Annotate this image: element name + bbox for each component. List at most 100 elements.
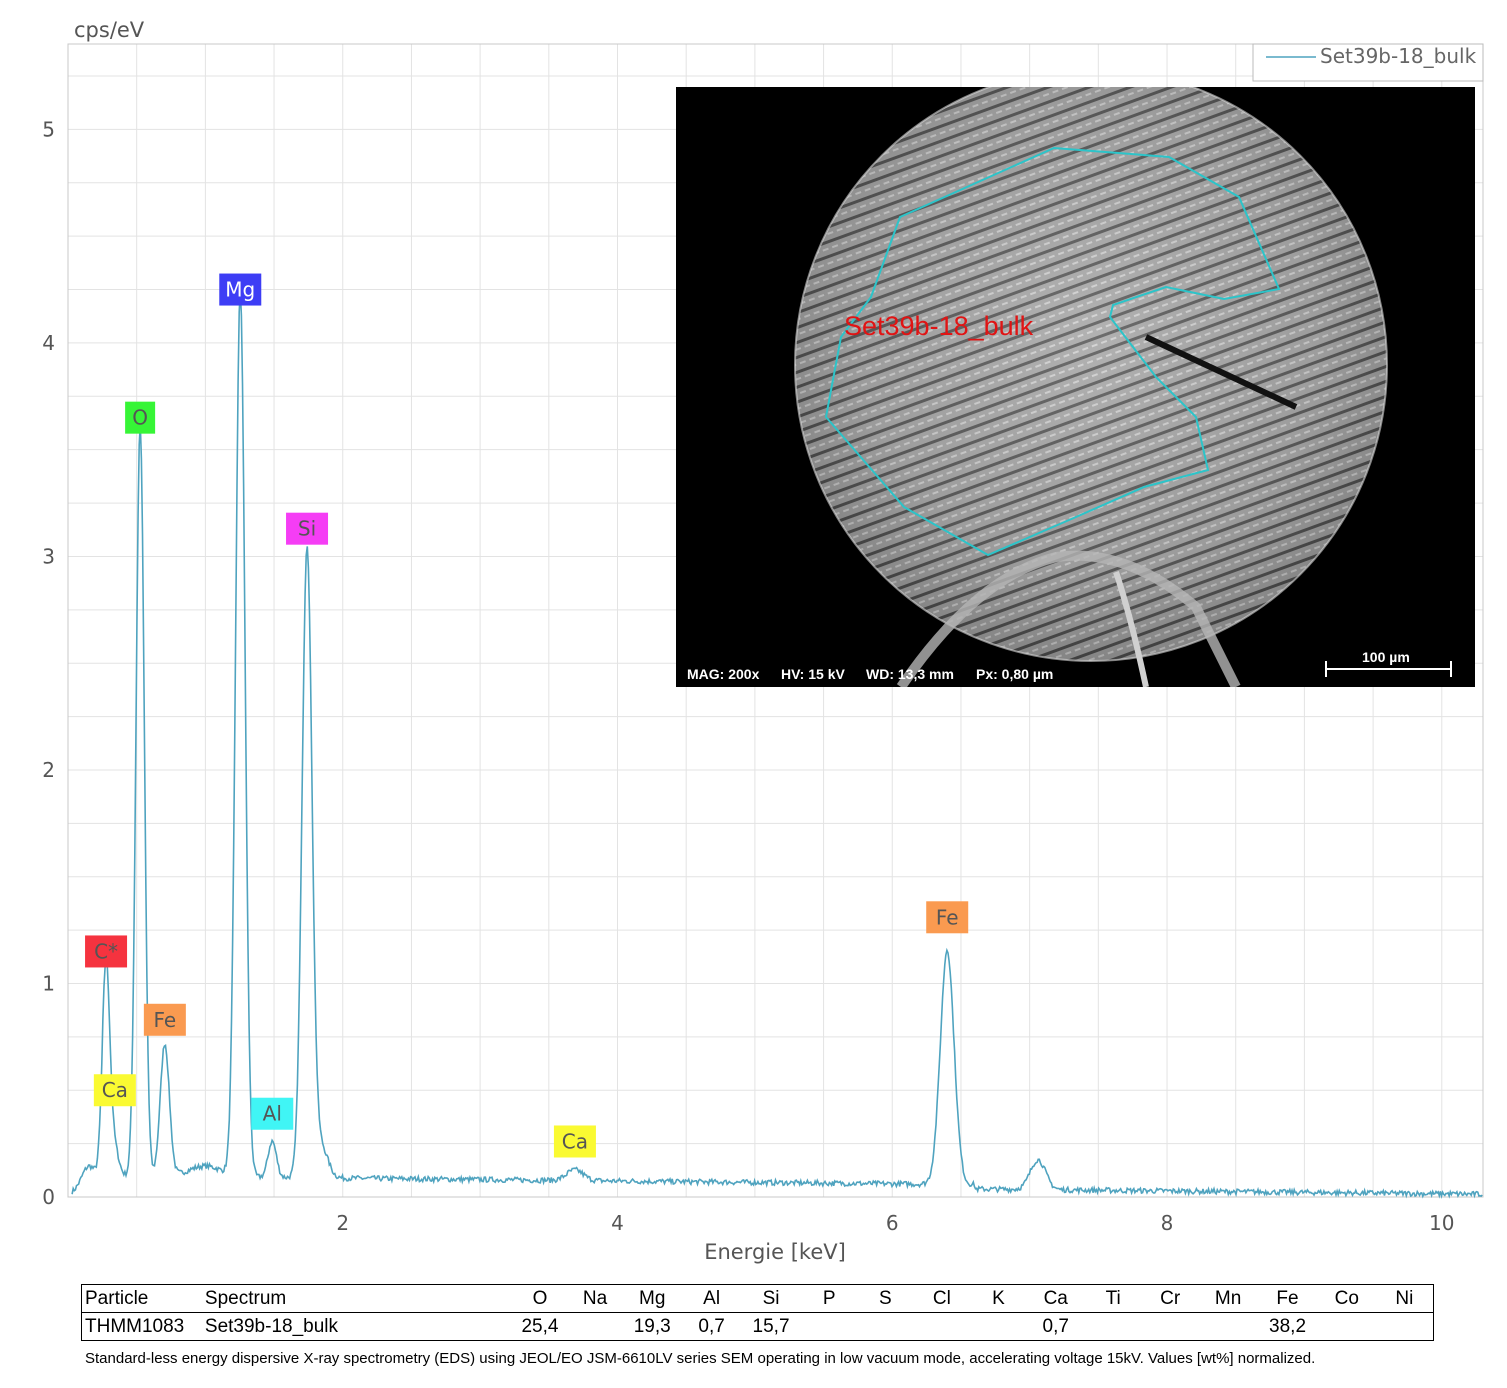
col-header-ni: Ni	[1395, 1287, 1414, 1309]
peak-label-text: Fe	[936, 905, 959, 929]
cell-cr	[1141, 1313, 1198, 1341]
y-tick-label: 3	[42, 544, 55, 568]
peak-label-box	[219, 273, 262, 306]
sem-info-bar: MAG: 200x HV: 15 kV WD: 13,3 mm Px: 0,80…	[676, 649, 1475, 687]
peak-label-box	[125, 401, 156, 434]
peak-label-text: Ca	[102, 1078, 128, 1102]
y-tick-label: 0	[42, 1185, 55, 1209]
peak-label-box	[93, 1074, 136, 1107]
peak-label-box	[926, 901, 969, 934]
col-header-p: P	[822, 1287, 836, 1309]
sem-micrograph: Set39b-18_bulk MAG: 200x HV: 15 kV WD: 1…	[676, 87, 1475, 687]
table-row: THMM1083 Set39b-18_bulk 25,4 19,3 0,7 15,7 0,7…	[81, 1313, 1434, 1341]
peak-label-si: Si	[286, 512, 329, 545]
cell-spectrum: Set39b-18_bulk	[204, 1315, 339, 1337]
cell-mn	[1199, 1313, 1257, 1341]
cell-na	[568, 1313, 622, 1341]
footnote: Standard-less energy dispersive X-ray sp…	[85, 1350, 1316, 1367]
col-header-s: S	[878, 1287, 892, 1309]
peak-label-box	[286, 512, 329, 545]
cell-s	[857, 1313, 913, 1341]
x-tick-label: 4	[611, 1211, 624, 1235]
hv-readout: HV: 15 kV	[781, 666, 845, 682]
cell-ti	[1085, 1313, 1142, 1341]
peak-label-text: O	[132, 406, 148, 430]
col-header-fe: Fe	[1276, 1287, 1299, 1309]
cell-particle: THMM1083	[85, 1315, 185, 1337]
cell-o: 25,4	[521, 1315, 559, 1337]
x-axis-title: Energie [keV]	[704, 1240, 846, 1264]
peak-label-ca: Ca	[553, 1125, 596, 1158]
col-header-mn: Mn	[1214, 1287, 1242, 1309]
cell-al: 0,7	[698, 1315, 725, 1337]
analysis-region	[824, 146, 1281, 557]
col-header-mg: Mg	[639, 1287, 666, 1309]
peak-label-box	[553, 1125, 596, 1158]
col-header-co: Co	[1334, 1287, 1359, 1309]
peak-label-box	[85, 935, 128, 968]
col-header-cl: Cl	[932, 1287, 951, 1309]
peak-label-box	[143, 1003, 186, 1036]
y-tick-label: 4	[42, 331, 55, 355]
cell-co	[1318, 1313, 1376, 1341]
mount-fiber	[896, 550, 1241, 687]
wd-readout: WD: 13,3 mm	[866, 666, 954, 682]
y-axis-ticks: 0 1 2 3 4 5	[42, 117, 55, 1209]
col-header-particle: Particle	[85, 1287, 149, 1309]
cell-k	[970, 1313, 1026, 1341]
peak-label-text: Ca	[562, 1129, 588, 1153]
col-header-spectrum: Spectrum	[204, 1287, 287, 1309]
peak-label-o: O	[125, 401, 156, 434]
col-header-si: Si	[762, 1287, 780, 1309]
x-tick-label: 10	[1429, 1211, 1454, 1235]
table-body: THMM1083 Set39b-18_bulk 25,4 19,3 0,7 15,7 0,7…	[81, 1313, 1434, 1341]
x-axis-ticks: 2 4 6 8 10	[336, 1211, 1454, 1235]
peak-label-ca: Ca	[93, 1074, 136, 1107]
region-label: Set39b-18_bulk	[844, 311, 1034, 341]
peak-labels: C* Ca O Fe Mg Al Si Ca Fe	[85, 273, 969, 1158]
x-tick-label: 2	[336, 1211, 349, 1235]
peak-label-text: C*	[94, 939, 118, 963]
table-header-row: Particle Spectrum O Na Mg Al Si P S Cl K Ca Ti Cr Mn Fe…	[81, 1284, 1434, 1313]
peak-label-fe: Fe	[143, 1003, 186, 1036]
plot-frame	[67, 43, 1484, 1198]
peak-label-al: Al	[251, 1097, 294, 1130]
mag-readout: MAG: 200x	[687, 666, 760, 682]
legend: Set39b-18_bulk	[1252, 43, 1484, 82]
col-header-k: K	[992, 1287, 1005, 1309]
y-tick-label: 2	[42, 758, 55, 782]
cell-cl	[913, 1313, 970, 1341]
cell-p	[801, 1313, 857, 1341]
cell-fe: 38,2	[1269, 1315, 1307, 1337]
cell-mg: 19,3	[633, 1315, 671, 1337]
col-header-ca: Ca	[1043, 1287, 1068, 1309]
spectrum-line	[71, 290, 1483, 1199]
scale-label: 100 µm	[1362, 649, 1410, 665]
col-header-na: Na	[582, 1287, 608, 1309]
sem-image: Set39b-18_bulk	[794, 87, 1452, 687]
composition-table: Particle Spectrum O Na Mg Al Si P S Cl K Ca Ti Cr Mn Fe…	[81, 1284, 1434, 1341]
cell-ca: 0,7	[1042, 1315, 1069, 1337]
legend-entry: Set39b-18_bulk	[1320, 44, 1477, 68]
cell-si: 15,7	[752, 1315, 790, 1337]
peak-label-text: Mg	[225, 278, 255, 302]
peak-label-fe: Fe	[926, 901, 969, 934]
y-tick-label: 1	[42, 971, 55, 995]
col-header-o: O	[532, 1287, 548, 1309]
peak-label-text: Fe	[153, 1008, 176, 1032]
cell-ni	[1376, 1313, 1434, 1341]
px-readout: Px: 0,80 µm	[976, 666, 1054, 682]
peak-label-c: C*	[85, 935, 128, 968]
x-tick-label: 8	[1161, 1211, 1174, 1235]
peak-label-text: Si	[298, 517, 316, 541]
y-axis-title: cps/eV	[74, 18, 145, 42]
y-tick-label: 5	[42, 117, 55, 141]
peak-label-text: Al	[263, 1102, 282, 1126]
col-header-ti: Ti	[1105, 1287, 1121, 1309]
peak-label-box	[251, 1097, 294, 1130]
fiber-shadow	[1144, 334, 1298, 410]
peak-label-mg: Mg	[219, 273, 262, 306]
col-header-cr: Cr	[1160, 1287, 1181, 1309]
x-tick-label: 6	[886, 1211, 899, 1235]
col-header-al: Al	[703, 1287, 721, 1309]
